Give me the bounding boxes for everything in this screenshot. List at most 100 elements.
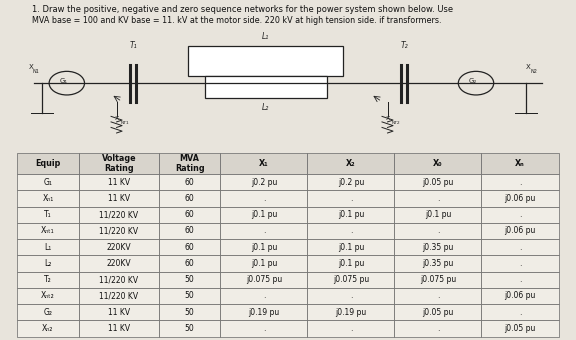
Text: 11/220 KV: 11/220 KV [99, 291, 138, 301]
Bar [78, 304, 159, 320]
Bar [17, 288, 78, 304]
Bar [205, 76, 327, 98]
Text: j0.2 pu: j0.2 pu [251, 178, 277, 187]
Text: j0.1 pu: j0.1 pu [251, 243, 277, 252]
Text: j0.1 pu: j0.1 pu [251, 210, 277, 219]
Text: X: X [28, 64, 33, 70]
Text: X: X [115, 116, 119, 121]
Bar [17, 272, 78, 288]
Bar [482, 190, 559, 207]
Text: j0.1 pu: j0.1 pu [338, 243, 364, 252]
Text: j0.19 pu: j0.19 pu [248, 308, 279, 317]
Text: j0.05 pu: j0.05 pu [422, 178, 453, 187]
Text: T₁: T₁ [44, 210, 52, 219]
Text: .: . [519, 259, 521, 268]
Text: G₂: G₂ [43, 308, 52, 317]
Bar [308, 223, 395, 239]
Text: X₂: X₂ [346, 159, 355, 168]
Bar [17, 153, 78, 174]
Bar [78, 272, 159, 288]
Text: 1. Draw the positive, negative and zero sequence networks for the power system s: 1. Draw the positive, negative and zero … [32, 5, 453, 14]
Bar [395, 272, 482, 288]
Text: T₂: T₂ [400, 41, 408, 50]
Bar [220, 207, 308, 223]
Bar [159, 174, 220, 190]
Bar [308, 304, 395, 320]
Bar [78, 153, 159, 174]
Bar [482, 207, 559, 223]
Text: 11/220 KV: 11/220 KV [99, 226, 138, 236]
Bar [17, 190, 78, 207]
Text: j0.35 pu: j0.35 pu [422, 243, 453, 252]
Bar [220, 255, 308, 272]
Text: L₁: L₁ [44, 243, 51, 252]
Text: j0.05 pu: j0.05 pu [505, 324, 536, 333]
Text: NT1: NT1 [120, 121, 129, 125]
Bar [159, 223, 220, 239]
Text: 11/220 KV: 11/220 KV [99, 275, 138, 284]
Bar [482, 223, 559, 239]
Text: j0.06 pu: j0.06 pu [505, 194, 536, 203]
Text: Xₙₜ₂: Xₙₜ₂ [41, 291, 55, 301]
Bar [78, 288, 159, 304]
Text: 11 KV: 11 KV [108, 308, 130, 317]
Text: j0.1 pu: j0.1 pu [338, 210, 364, 219]
Bar [482, 304, 559, 320]
Bar [17, 223, 78, 239]
Bar [308, 255, 395, 272]
Bar [159, 207, 220, 223]
Text: .: . [263, 226, 265, 236]
Text: 60: 60 [185, 210, 195, 219]
Bar [17, 207, 78, 223]
Text: 60: 60 [185, 194, 195, 203]
Text: N1: N1 [33, 69, 40, 74]
Text: j0.1 pu: j0.1 pu [338, 259, 364, 268]
Text: j0.075 pu: j0.075 pu [333, 275, 369, 284]
Text: .: . [519, 243, 521, 252]
Bar [308, 207, 395, 223]
Bar [17, 320, 78, 337]
Bar [78, 207, 159, 223]
Text: j0.2 pu: j0.2 pu [338, 178, 364, 187]
Bar [482, 255, 559, 272]
Text: j0.1 pu: j0.1 pu [425, 210, 451, 219]
Text: Xₙₜ₁: Xₙₜ₁ [41, 226, 55, 236]
Bar [17, 255, 78, 272]
Bar [395, 255, 482, 272]
Text: 50: 50 [185, 324, 195, 333]
Bar [395, 288, 482, 304]
Text: 60: 60 [185, 226, 195, 236]
Bar [395, 239, 482, 255]
Text: .: . [519, 308, 521, 317]
Text: j0.35 pu: j0.35 pu [422, 259, 453, 268]
Bar [159, 304, 220, 320]
Bar [220, 190, 308, 207]
Text: T₁: T₁ [130, 41, 137, 50]
Bar [159, 190, 220, 207]
Bar [78, 320, 159, 337]
Text: .: . [437, 291, 439, 301]
Bar [159, 255, 220, 272]
Bar [78, 190, 159, 207]
Bar [78, 223, 159, 239]
Bar [17, 174, 78, 190]
Bar [482, 174, 559, 190]
Text: G₂: G₂ [469, 78, 478, 84]
Text: .: . [519, 210, 521, 219]
Bar [220, 288, 308, 304]
Text: 11 KV: 11 KV [108, 194, 130, 203]
Bar [308, 272, 395, 288]
Bar [188, 46, 343, 76]
Text: .: . [437, 194, 439, 203]
Bar [78, 255, 159, 272]
Text: .: . [263, 291, 265, 301]
Bar [159, 288, 220, 304]
Text: 60: 60 [185, 243, 195, 252]
Text: 50: 50 [185, 275, 195, 284]
Text: L₂: L₂ [262, 103, 270, 113]
Text: L₂: L₂ [44, 259, 52, 268]
Bar [159, 239, 220, 255]
Bar [395, 320, 482, 337]
Text: 50: 50 [185, 291, 195, 301]
Text: .: . [350, 324, 352, 333]
